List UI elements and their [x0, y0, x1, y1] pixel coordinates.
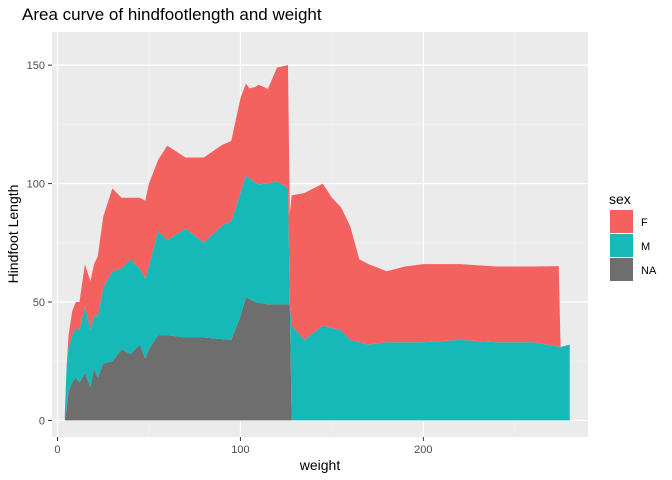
legend-items: FM NA	[610, 210, 657, 281]
area-f	[64, 65, 570, 414]
area-na	[64, 297, 570, 421]
legend-key-f	[610, 210, 633, 233]
x-tick-label: 0	[54, 444, 60, 456]
y-axis: 0 50 100 150	[27, 60, 52, 427]
y-tick-label: 100	[27, 179, 45, 191]
y-tick-label: 0	[39, 415, 45, 427]
x-axis-label: weight	[299, 457, 341, 473]
y-tick-label: 50	[33, 297, 45, 309]
legend-label-f: F	[641, 217, 648, 229]
chart-title: Area curve of hindfootlength and weight	[22, 5, 322, 24]
x-tick-label: 100	[231, 444, 249, 456]
y-axis-label: Hindfoot Length	[5, 185, 21, 284]
legend: sex FM NA	[609, 191, 657, 281]
legend-title: sex	[609, 191, 631, 207]
legend-label-na: NA	[641, 265, 657, 277]
area-m	[64, 175, 570, 421]
legend-label-m: M	[641, 241, 650, 253]
legend-key-m	[610, 234, 633, 257]
area-series	[64, 65, 570, 421]
x-axis: 0 100 200	[54, 437, 433, 456]
y-tick-label: 150	[27, 60, 45, 72]
legend-key-na	[610, 258, 633, 281]
x-tick-label: 200	[414, 444, 432, 456]
